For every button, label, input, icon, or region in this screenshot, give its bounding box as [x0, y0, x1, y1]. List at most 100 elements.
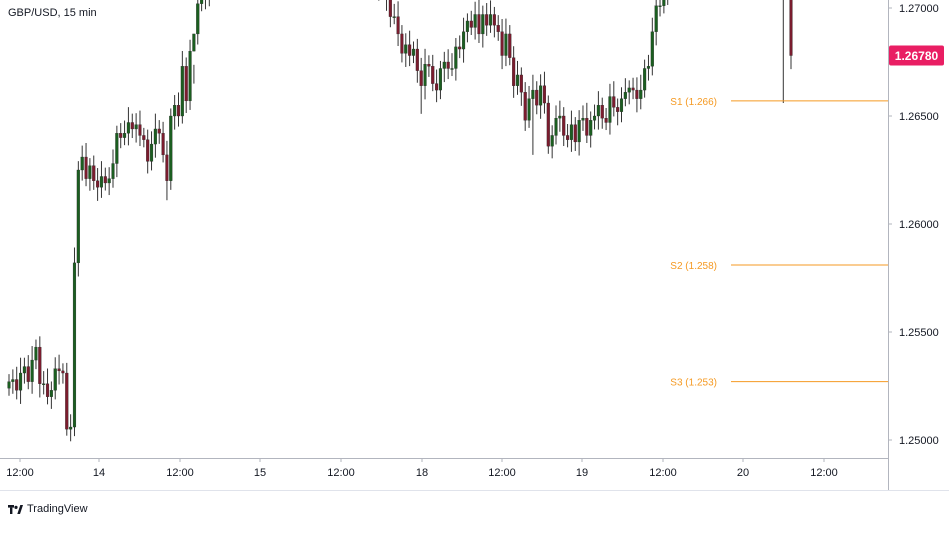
candle[interactable] [581, 105, 585, 131]
candle[interactable] [107, 167, 111, 196]
candle[interactable] [512, 46, 516, 98]
candle[interactable] [458, 35, 462, 59]
candle[interactable] [392, 3, 396, 25]
candle[interactable] [84, 143, 88, 187]
candle[interactable] [169, 108, 173, 190]
candle[interactable] [550, 125, 554, 159]
candle[interactable] [554, 105, 558, 145]
candle[interactable] [192, 33, 196, 84]
candle[interactable] [500, 19, 504, 70]
candle[interactable] [76, 161, 80, 277]
candle[interactable] [138, 110, 142, 147]
candle[interactable] [119, 123, 123, 149]
candle[interactable] [450, 53, 454, 77]
candle[interactable] [173, 95, 177, 130]
candle[interactable] [146, 129, 150, 174]
candle[interactable] [92, 155, 96, 190]
candle[interactable] [22, 357, 26, 384]
candle[interactable] [53, 357, 57, 400]
candle[interactable] [504, 18, 508, 67]
candle[interactable] [654, 0, 658, 46]
candle[interactable] [99, 161, 104, 198]
candle[interactable] [612, 81, 616, 117]
candle[interactable] [527, 85, 531, 128]
candle[interactable] [134, 113, 138, 143]
candle[interactable] [419, 57, 423, 114]
candle[interactable] [204, 0, 207, 10]
candle[interactable] [435, 69, 439, 103]
candle[interactable] [585, 102, 589, 143]
candle[interactable] [111, 149, 115, 188]
candle[interactable] [400, 25, 404, 63]
candle[interactable] [377, 0, 380, 1]
candle[interactable] [69, 414, 73, 442]
candle[interactable] [523, 82, 527, 131]
candle[interactable] [492, 6, 496, 38]
candle[interactable] [596, 91, 600, 130]
candle[interactable] [462, 17, 466, 63]
candle[interactable] [208, 0, 211, 7]
candle[interactable] [34, 339, 38, 370]
candle[interactable] [496, 15, 500, 41]
candle[interactable] [488, 0, 493, 33]
candle[interactable] [789, 0, 793, 70]
candle[interactable] [15, 366, 19, 400]
candle[interactable] [165, 140, 169, 201]
candle[interactable] [130, 113, 134, 139]
candle[interactable] [546, 95, 550, 154]
candle[interactable] [431, 54, 435, 92]
candle[interactable] [157, 120, 161, 144]
candle[interactable] [38, 336, 42, 398]
candle[interactable] [11, 369, 15, 394]
candle[interactable] [531, 74, 535, 155]
candle[interactable] [519, 67, 523, 106]
candle[interactable] [558, 100, 562, 132]
candle[interactable] [196, 0, 200, 45]
candle[interactable] [477, 0, 481, 43]
candle[interactable] [631, 77, 635, 100]
candle[interactable] [604, 108, 608, 131]
candle[interactable] [7, 374, 11, 396]
candle[interactable] [142, 127, 146, 148]
candle[interactable] [80, 145, 84, 181]
candle[interactable] [782, 0, 785, 104]
candle[interactable] [469, 10, 473, 35]
candle[interactable] [49, 381, 53, 409]
candle[interactable] [103, 167, 107, 191]
candle[interactable] [88, 158, 92, 191]
candle[interactable] [539, 74, 543, 119]
candle[interactable] [149, 131, 154, 171]
candle[interactable] [589, 111, 593, 148]
candle[interactable] [438, 60, 442, 100]
candle[interactable] [115, 125, 119, 178]
candle[interactable] [42, 371, 46, 395]
candle[interactable] [465, 13, 469, 43]
candle[interactable] [161, 121, 165, 163]
candle[interactable] [26, 355, 30, 390]
candle[interactable] [442, 51, 446, 83]
candle[interactable] [200, 0, 204, 12]
candle[interactable] [535, 81, 539, 115]
candle[interactable] [643, 59, 647, 98]
candle[interactable] [508, 25, 512, 66]
candle[interactable] [57, 354, 61, 385]
candle[interactable] [411, 41, 416, 64]
candle[interactable] [188, 39, 192, 110]
candle[interactable] [180, 50, 184, 124]
candle[interactable] [473, 1, 477, 40]
candle[interactable] [72, 247, 77, 437]
candle[interactable] [608, 83, 612, 135]
candle[interactable] [627, 80, 631, 105]
candle[interactable] [542, 71, 547, 114]
candle[interactable] [562, 107, 566, 147]
candle[interactable] [650, 17, 654, 76]
candle[interactable] [123, 120, 127, 146]
candle[interactable] [623, 78, 627, 107]
candle[interactable] [566, 123, 570, 148]
candle[interactable] [592, 104, 597, 130]
candle[interactable] [19, 357, 23, 404]
candle[interactable] [662, 0, 666, 14]
candle[interactable] [30, 346, 34, 394]
candle[interactable] [600, 97, 604, 129]
